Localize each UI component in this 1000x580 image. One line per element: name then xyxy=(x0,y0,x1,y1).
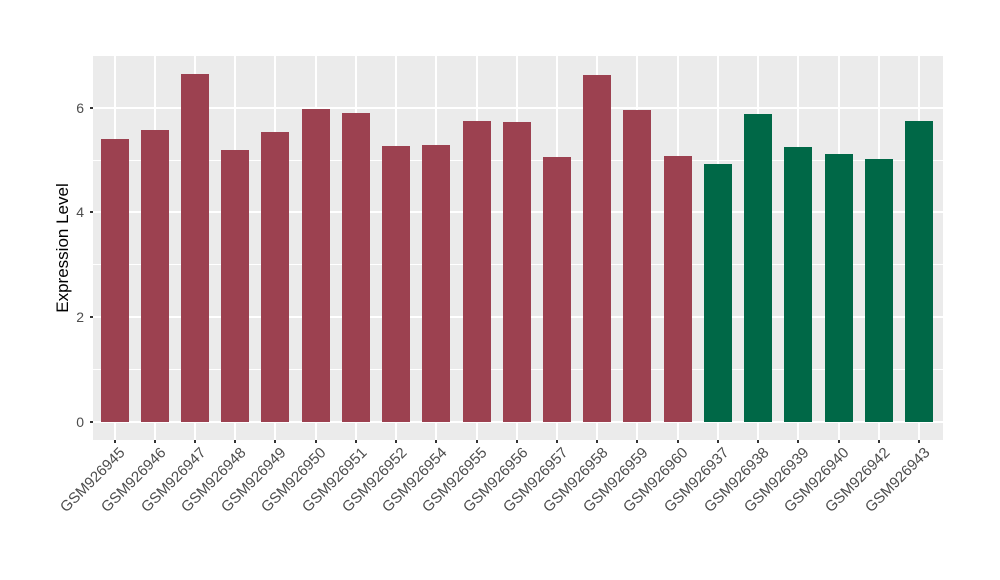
gridline-major xyxy=(93,106,943,109)
x-tick-mark xyxy=(555,440,558,443)
x-tick-mark xyxy=(877,440,880,443)
y-tick-label: 2 xyxy=(76,309,84,326)
bar-GSM926940 xyxy=(824,153,853,422)
bar-GSM926949 xyxy=(261,132,290,422)
x-tick-mark xyxy=(918,440,920,443)
x-tick-mark xyxy=(596,440,599,443)
y-tick-mark xyxy=(90,316,93,319)
bar-GSM926939 xyxy=(784,147,813,422)
bar-GSM926960 xyxy=(663,156,692,422)
x-tick-mark xyxy=(153,440,156,443)
y-tick-label: 6 xyxy=(76,99,84,116)
bar-GSM926947 xyxy=(180,73,209,422)
bar-GSM926943 xyxy=(905,121,933,422)
x-tick-mark xyxy=(515,440,518,443)
plot-panel xyxy=(93,56,943,440)
x-tick-mark xyxy=(274,440,277,443)
x-tick-mark xyxy=(797,440,800,443)
x-tick-mark xyxy=(837,440,840,443)
bar-GSM926945 xyxy=(100,138,129,422)
x-tick-mark xyxy=(193,440,196,443)
x-tick-mark xyxy=(234,440,237,443)
bar-GSM926948 xyxy=(221,149,250,422)
y-tick-label: 4 xyxy=(76,204,84,221)
x-tick-mark xyxy=(354,440,357,443)
y-axis-title: Expression Level xyxy=(53,183,72,313)
bar-GSM926946 xyxy=(140,130,169,422)
bar-GSM926951 xyxy=(341,112,370,422)
bar-GSM926937 xyxy=(703,163,732,422)
bar-GSM926958 xyxy=(583,75,612,422)
x-tick-mark xyxy=(757,440,760,443)
bar-GSM926942 xyxy=(864,159,893,422)
y-tick-label: 0 xyxy=(76,414,84,430)
bar-GSM926959 xyxy=(623,109,652,422)
gridline-major xyxy=(93,421,943,423)
x-tick-mark xyxy=(314,440,317,443)
y-tick-mark xyxy=(90,106,93,109)
x-tick-mark xyxy=(113,440,116,443)
bar-GSM926938 xyxy=(744,113,773,422)
x-tick-mark xyxy=(636,440,639,443)
x-tick-mark xyxy=(475,440,478,443)
bar-GSM926955 xyxy=(462,120,491,422)
bar-GSM926954 xyxy=(422,145,451,422)
y-tick-mark xyxy=(90,421,93,423)
bar-GSM926950 xyxy=(301,108,330,422)
y-tick-mark xyxy=(90,211,93,214)
x-tick-mark xyxy=(716,440,719,443)
bar-GSM926956 xyxy=(502,122,531,422)
x-tick-mark xyxy=(676,440,679,443)
x-tick-mark xyxy=(435,440,438,443)
x-tick-mark xyxy=(395,440,398,443)
bar-GSM926952 xyxy=(382,146,411,422)
bar-GSM926957 xyxy=(542,157,571,422)
